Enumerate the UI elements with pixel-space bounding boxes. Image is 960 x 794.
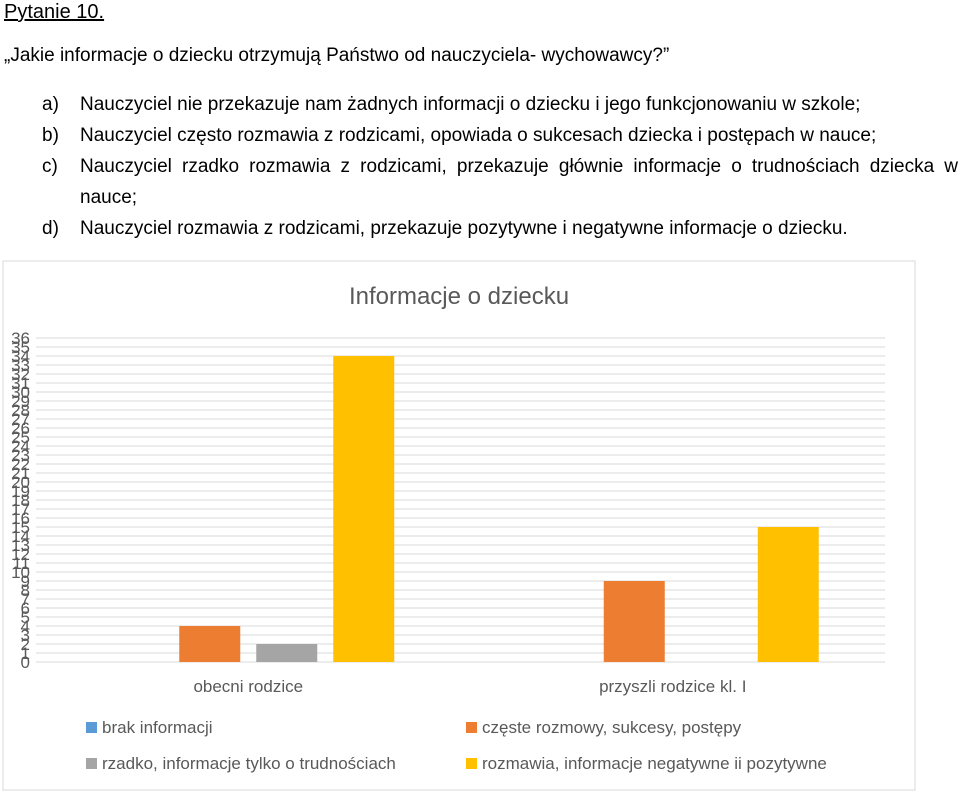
question-text: „Jakie informacje o dziecku otrzymują Pa… bbox=[4, 45, 670, 66]
y-tick-label: 4 bbox=[21, 617, 30, 636]
bar bbox=[333, 356, 395, 662]
chart-legend: brak informacji częste rozmowy, sukcesy, … bbox=[86, 718, 827, 773]
option-text-a: Nauczyciel nie przekazuje nam żadnych in… bbox=[80, 94, 861, 115]
bar bbox=[603, 581, 665, 662]
bar bbox=[179, 626, 241, 662]
y-tick-label: 28 bbox=[11, 401, 30, 420]
option-text-b: Nauczyciel często rozmawia z rodzicami, … bbox=[80, 125, 877, 146]
x-axis-labels: obecni rodzice przyszli rodzice kl. I bbox=[193, 677, 746, 696]
y-tick-label: 33 bbox=[11, 356, 30, 375]
y-tick-label: 8 bbox=[21, 581, 30, 600]
y-tick-label: 6 bbox=[21, 599, 30, 618]
x-category-label: obecni rodzice bbox=[193, 677, 303, 696]
y-tick-label: 9 bbox=[21, 572, 30, 591]
legend-swatch bbox=[86, 722, 97, 733]
y-tick-label: 14 bbox=[11, 527, 30, 546]
y-tick-label: 18 bbox=[11, 491, 30, 510]
legend-swatch bbox=[466, 722, 477, 733]
y-tick-label: 11 bbox=[12, 554, 30, 573]
legend-label: rzadko, informacje tylko o trudnościach bbox=[102, 754, 396, 773]
y-tick-label: 35 bbox=[11, 338, 30, 357]
y-tick-label: 34 bbox=[11, 347, 30, 366]
y-tick-label: 3 bbox=[21, 626, 30, 645]
question-heading: Pytanie 10. bbox=[4, 1, 105, 23]
y-tick-label: 25 bbox=[11, 428, 30, 447]
y-axis-ticks: 0123456789101112131415161718192021222324… bbox=[11, 329, 30, 672]
y-tick-label: 16 bbox=[11, 509, 30, 528]
bar bbox=[256, 644, 318, 662]
y-tick-label: 29 bbox=[11, 392, 30, 411]
legend-label: częste rozmowy, sukcesy, postępy bbox=[482, 718, 742, 737]
legend-swatch bbox=[86, 758, 97, 769]
y-tick-label: 7 bbox=[21, 590, 30, 609]
option-letter-d: d) bbox=[42, 218, 59, 239]
y-tick-label: 31 bbox=[11, 374, 30, 393]
x-category-label: przyszli rodzice kl. I bbox=[599, 677, 746, 696]
option-text-d: Nauczyciel rozmawia z rodzicami, przekaz… bbox=[80, 218, 848, 239]
y-tick-label: 21 bbox=[11, 464, 30, 483]
y-tick-label: 0 bbox=[21, 653, 30, 672]
y-tick-label: 27 bbox=[11, 410, 30, 429]
chart-frame bbox=[2, 260, 916, 791]
option-text-c: Nauczyciel rzadko rozmawia z rodzicami, … bbox=[80, 156, 958, 208]
chart-gridlines bbox=[36, 337, 885, 663]
legend-swatch bbox=[466, 758, 477, 769]
chart-bars bbox=[179, 356, 819, 662]
option-letter-b: b) bbox=[42, 125, 59, 146]
y-tick-label: 2 bbox=[21, 635, 30, 654]
y-tick-label: 15 bbox=[11, 518, 30, 537]
y-tick-label: 22 bbox=[11, 455, 30, 474]
y-tick-label: 26 bbox=[11, 419, 30, 438]
y-tick-label: 23 bbox=[11, 446, 30, 465]
chart-title: Informacje o dziecku bbox=[349, 283, 569, 310]
legend-label: rozmawia, informacje negatywne ii pozyty… bbox=[482, 754, 827, 773]
y-tick-label: 5 bbox=[21, 608, 30, 627]
option-letter-c: c) bbox=[42, 156, 58, 177]
y-tick-label: 24 bbox=[11, 437, 30, 456]
y-tick-label: 36 bbox=[11, 329, 30, 348]
y-tick-label: 12 bbox=[11, 545, 30, 564]
y-tick-label: 17 bbox=[11, 500, 30, 519]
y-tick-label: 32 bbox=[11, 365, 30, 384]
y-tick-label: 19 bbox=[11, 482, 30, 501]
y-tick-label: 13 bbox=[11, 536, 30, 555]
bar bbox=[757, 527, 819, 662]
option-letter-a: a) bbox=[42, 94, 59, 115]
y-tick-label: 30 bbox=[11, 383, 30, 402]
legend-label: brak informacji bbox=[102, 718, 213, 737]
y-tick-label: 20 bbox=[11, 473, 30, 492]
y-tick-label: 1 bbox=[21, 644, 30, 663]
y-tick-label: 10 bbox=[11, 563, 30, 582]
